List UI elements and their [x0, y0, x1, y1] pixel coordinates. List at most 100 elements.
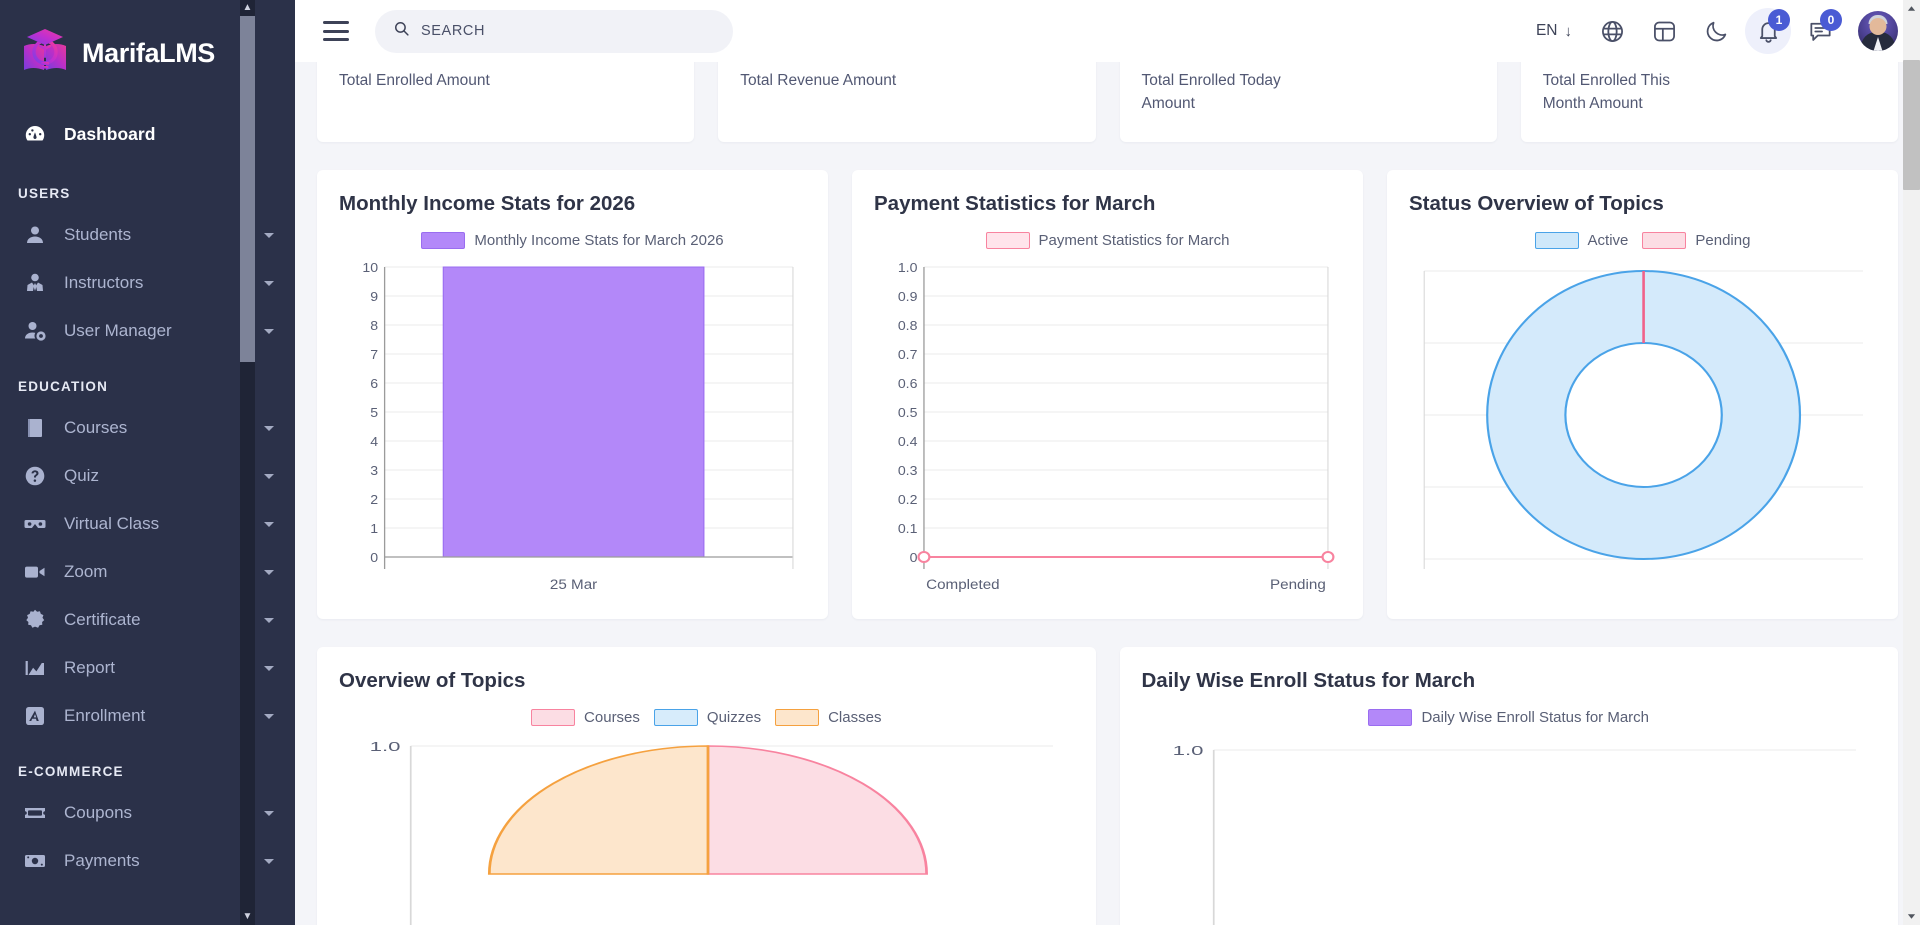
- user-avatar[interactable]: [1858, 11, 1898, 51]
- legend-item[interactable]: Quizzes: [653, 708, 761, 726]
- brand[interactable]: MarifaLMS: [0, 0, 295, 110]
- sidebar-item-enrollment[interactable]: Enrollment: [0, 692, 295, 740]
- sidebar-item-courses[interactable]: Courses: [0, 404, 295, 452]
- graduation-bulb-logo: [18, 26, 72, 80]
- search-input[interactable]: SEARCH: [375, 9, 733, 53]
- chart-card-daily-enroll-status: Daily Wise Enroll Status for March Daily…: [1119, 646, 1898, 925]
- legend-item[interactable]: Courses: [531, 708, 640, 726]
- legend-item[interactable]: Daily Wise Enroll Status for March: [1368, 708, 1649, 726]
- svg-text:0.9: 0.9: [898, 289, 918, 303]
- notifications-button[interactable]: 1: [1742, 5, 1794, 57]
- sidebar-item-label: Enrollment: [64, 706, 146, 725]
- page-scrollbar-track[interactable]: [1903, 0, 1920, 925]
- dashboard-content: Enrolled Amount $100.00 Total Enrolled A…: [295, 62, 1920, 925]
- page-scroll-down-arrow[interactable]: [1903, 908, 1920, 925]
- chevron-down-icon[interactable]: [261, 420, 277, 436]
- chart-title: Daily Wise Enroll Status for March: [1141, 668, 1476, 692]
- svg-text:4: 4: [370, 434, 378, 448]
- chart-legend: Active Pending: [1409, 231, 1876, 249]
- legend-label: Classes: [828, 708, 882, 726]
- chevron-down-icon[interactable]: [261, 660, 277, 676]
- sidebar-item-dashboard[interactable]: Dashboard: [0, 110, 295, 158]
- svg-text:0.1: 0.1: [898, 521, 918, 535]
- sidebar-item-quiz[interactable]: Quiz: [0, 452, 295, 500]
- messages-button[interactable]: 0: [1794, 5, 1846, 57]
- chevron-down-icon[interactable]: [261, 805, 277, 821]
- chevron-down-icon[interactable]: [261, 853, 277, 869]
- chart-card-status-overview: Status Overview of Topics Active Pending: [1387, 169, 1898, 619]
- legend-item[interactable]: Payment Statistics for March: [985, 231, 1229, 249]
- stat-card-enrolled-today: Enrolled Today $100.00 Total Enrolled To…: [1119, 62, 1497, 142]
- legend-item[interactable]: Active: [1534, 231, 1628, 249]
- main-area: SEARCH EN ↓: [295, 0, 1920, 925]
- charts-row-2: Overview of Topics Courses Quizzes Cl: [317, 646, 1898, 925]
- pie-chart-overview-of-topics[interactable]: 1.0: [339, 736, 1074, 925]
- legend-swatch: [653, 708, 698, 726]
- sidebar-scroll-up-arrow[interactable]: ▲: [240, 0, 255, 16]
- globe-icon[interactable]: [1586, 5, 1638, 57]
- svg-text:5: 5: [370, 405, 378, 419]
- sidebar-item-label: Virtual Class: [64, 514, 160, 533]
- stat-subtitle: Total Revenue Amount: [740, 72, 897, 89]
- stat-card-revenue: Revenue $90.00 Total Revenue Amount: [718, 62, 1096, 142]
- moon-icon[interactable]: [1690, 5, 1742, 57]
- svg-text:0: 0: [370, 550, 378, 564]
- chevron-down-icon[interactable]: [261, 323, 277, 339]
- svg-text:2: 2: [370, 492, 378, 506]
- sidebar-item-label: User Manager: [64, 321, 172, 340]
- sidebar-item-label: Quiz: [64, 466, 99, 485]
- certificate-badge-icon: [22, 607, 48, 633]
- chevron-down-icon[interactable]: [261, 564, 277, 580]
- chevron-down-icon[interactable]: [261, 516, 277, 532]
- speedometer-icon: [22, 121, 48, 147]
- stat-subtitle: Total Enrolled Today Amount: [1141, 72, 1281, 113]
- legend-item[interactable]: Monthly Income Stats for March 2026: [421, 231, 724, 249]
- svg-text:9: 9: [370, 289, 378, 303]
- chevron-down-icon[interactable]: [261, 612, 277, 628]
- legend-swatch: [421, 231, 466, 249]
- hamburger-icon[interactable]: [323, 21, 349, 41]
- svg-text:0.7: 0.7: [898, 347, 918, 361]
- chart-area-icon: [22, 655, 48, 681]
- question-circle-icon: [22, 463, 48, 489]
- page-scrollbar-thumb[interactable]: [1903, 60, 1920, 190]
- sidebar-item-instructors[interactable]: Instructors: [0, 259, 295, 307]
- user-icon: [22, 222, 48, 248]
- page-scroll-up-arrow[interactable]: [1903, 0, 1920, 17]
- notification-badge: 1: [1768, 9, 1790, 31]
- user-gear-icon: [22, 318, 48, 344]
- layout-dashboard-icon[interactable]: [1638, 5, 1690, 57]
- sidebar-item-user-manager[interactable]: User Manager: [0, 307, 295, 355]
- chevron-down-icon[interactable]: [261, 227, 277, 243]
- sidebar-item-virtual-class[interactable]: Virtual Class: [0, 500, 295, 548]
- legend-swatch: [531, 708, 576, 726]
- svg-text:1.0: 1.0: [898, 260, 918, 274]
- chevron-down-icon[interactable]: [261, 708, 277, 724]
- bar-chart-daily-enroll-status[interactable]: 1.0: [1142, 736, 1877, 925]
- legend-swatch: [985, 231, 1030, 249]
- sidebar-item-report[interactable]: Report: [0, 644, 295, 692]
- legend-item[interactable]: Pending: [1642, 231, 1750, 249]
- sidebar-item-coupons[interactable]: Coupons: [0, 789, 295, 837]
- sidebar-item-label: Payments: [64, 851, 140, 870]
- sidebar-scroll-down-arrow[interactable]: ▼: [240, 909, 255, 925]
- language-label: EN: [1535, 22, 1558, 39]
- y-axis-tick-label: 1.0: [370, 739, 401, 753]
- chevron-down-icon[interactable]: [261, 468, 277, 484]
- topbar-actions: EN ↓: [1522, 5, 1898, 57]
- sidebar-item-payments[interactable]: Payments: [0, 837, 295, 885]
- legend-item[interactable]: Classes: [775, 708, 882, 726]
- chart-legend: Courses Quizzes Classes: [339, 708, 1074, 726]
- sidebar-item-students[interactable]: Students: [0, 211, 295, 259]
- legend-label: Monthly Income Stats for March 2026: [474, 231, 724, 249]
- legend-swatch: [1534, 231, 1579, 249]
- chevron-down-icon[interactable]: [261, 275, 277, 291]
- language-selector[interactable]: EN ↓: [1522, 22, 1586, 40]
- sidebar-item-certificate[interactable]: Certificate: [0, 596, 295, 644]
- line-chart-payment-statistics[interactable]: 1.0 0.9 0.8 0.7 0.6 0.5 0.4 0.3 0.2 0.1 0 Compl…: [874, 259, 1341, 599]
- sidebar-item-zoom[interactable]: Zoom: [0, 548, 295, 596]
- donut-chart-status-overview[interactable]: [1409, 259, 1876, 599]
- sidebar-item-label: Certificate: [64, 610, 141, 629]
- sidebar-scrollbar-thumb[interactable]: [240, 0, 255, 362]
